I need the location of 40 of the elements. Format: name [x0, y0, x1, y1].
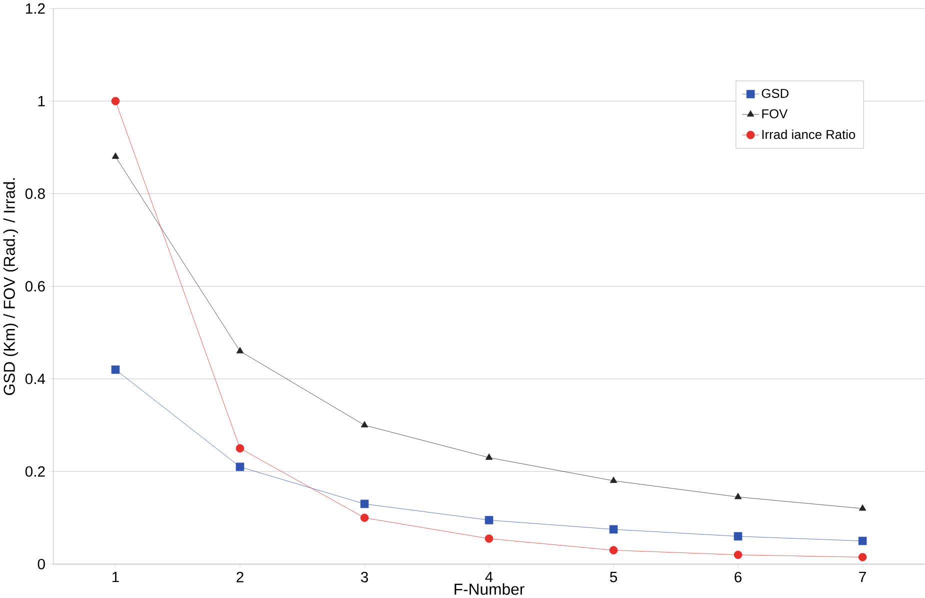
- y-tick-label: 0: [38, 558, 45, 570]
- point: [484, 516, 494, 524]
- point: [360, 420, 368, 428]
- point: [111, 365, 120, 374]
- x-tick-label: 4: [485, 572, 493, 582]
- point: [858, 504, 866, 511]
- point: [484, 534, 494, 543]
- legend-label: Irrad iance Ratio: [762, 130, 856, 139]
- x-tick-label: 7: [859, 572, 866, 582]
- x-tick-label: 2: [236, 572, 244, 582]
- point: [734, 492, 742, 500]
- point: [360, 500, 369, 508]
- y-axis-title: GSD (Km) / FOV (Rad.) / Irrad.: [3, 178, 18, 395]
- point: [236, 462, 244, 471]
- x-tick-label: 5: [610, 572, 618, 582]
- y-tick-label: 0.4: [25, 374, 46, 384]
- x-tick-label: 1: [112, 572, 119, 582]
- y-tick-label: 0.8: [25, 188, 45, 199]
- point: [734, 550, 742, 559]
- point: [858, 536, 867, 546]
- point: [734, 532, 742, 540]
- x-tick-label: 3: [360, 572, 368, 582]
- y-tick-label: 0.2: [25, 466, 45, 477]
- y-tick-label: 1.2: [26, 3, 45, 14]
- x-tick-label: 6: [734, 572, 742, 582]
- point: [609, 546, 618, 554]
- y-tick-label: 0.6: [25, 280, 45, 292]
- point: [112, 152, 120, 159]
- x-axis-title: F-Number: [454, 583, 524, 595]
- point: [236, 444, 244, 452]
- point: [858, 552, 867, 562]
- point: [236, 346, 244, 354]
- point: [485, 453, 493, 460]
- point: [610, 476, 618, 483]
- legend-label: FOV: [762, 109, 788, 118]
- point: [609, 525, 618, 534]
- point: [111, 96, 120, 106]
- point: [360, 514, 369, 522]
- y-tick-label: 1: [38, 96, 45, 106]
- legend-label: GSD: [762, 88, 788, 98]
